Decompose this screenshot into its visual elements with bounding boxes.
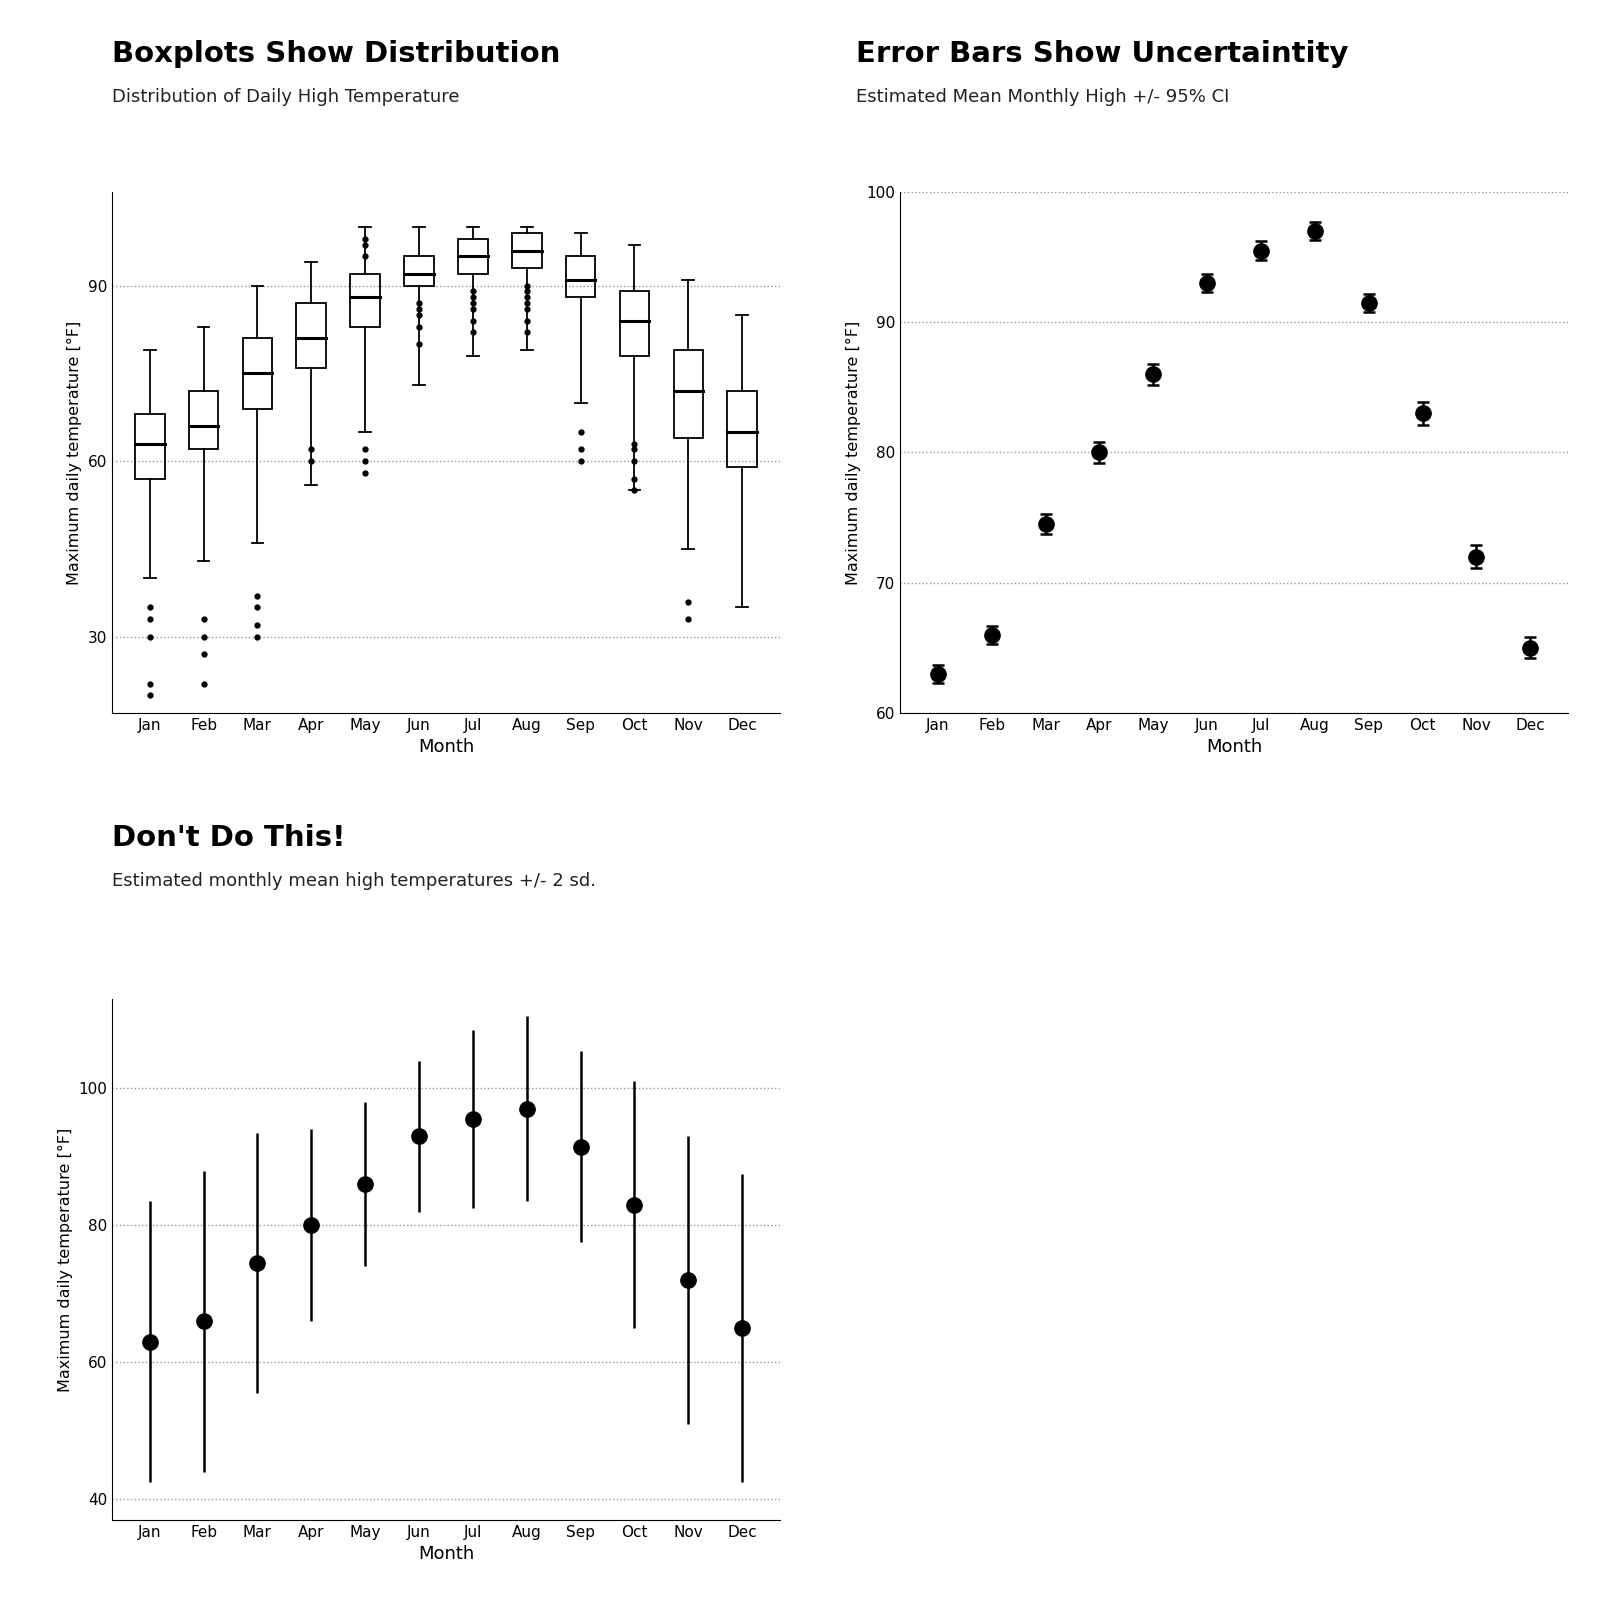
Text: Error Bars Show Uncertaintity: Error Bars Show Uncertaintity [856, 40, 1349, 67]
Text: Boxplots Show Distribution: Boxplots Show Distribution [112, 40, 560, 67]
Y-axis label: Maximum daily temperature [°F]: Maximum daily temperature [°F] [67, 320, 82, 584]
Bar [350, 274, 379, 326]
Bar [189, 390, 218, 450]
Bar [674, 350, 702, 438]
Text: Don't Do This!: Don't Do This! [112, 824, 346, 851]
Bar [243, 338, 272, 408]
X-axis label: Month: Month [418, 1546, 474, 1563]
Text: Estimated monthly mean high temperatures +/- 2 sd.: Estimated monthly mean high temperatures… [112, 872, 595, 890]
Bar [458, 238, 488, 274]
Text: Distribution of Daily High Temperature: Distribution of Daily High Temperature [112, 88, 459, 106]
X-axis label: Month: Month [1206, 738, 1262, 757]
Bar [296, 302, 326, 368]
Bar [405, 256, 434, 286]
Bar [512, 234, 541, 269]
Bar [728, 390, 757, 467]
X-axis label: Month: Month [418, 738, 474, 757]
Text: Estimated Mean Monthly High +/- 95% CI: Estimated Mean Monthly High +/- 95% CI [856, 88, 1229, 106]
Y-axis label: Maximum daily temperature [°F]: Maximum daily temperature [°F] [58, 1128, 72, 1392]
Bar [134, 414, 165, 478]
Bar [566, 256, 595, 298]
Y-axis label: Maximum daily temperature [°F]: Maximum daily temperature [°F] [846, 320, 861, 584]
Bar [619, 291, 650, 355]
